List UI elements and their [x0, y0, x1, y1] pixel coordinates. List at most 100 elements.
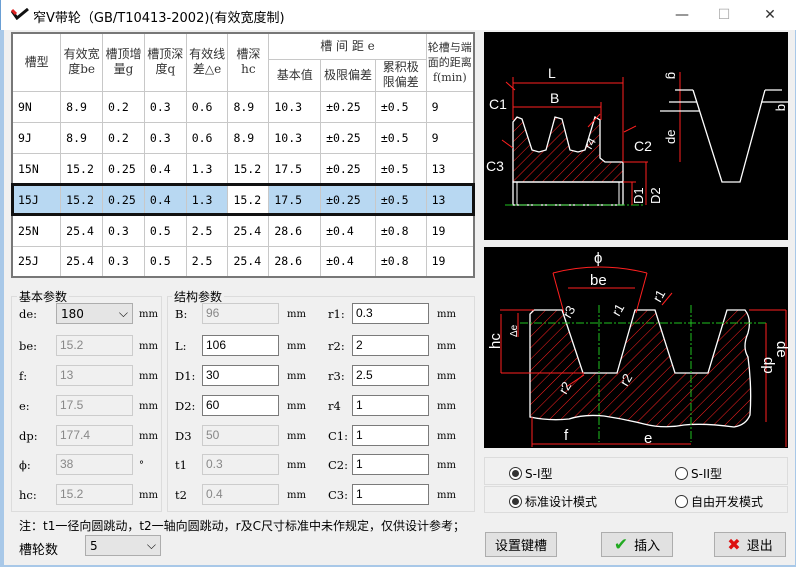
table-cell[interactable]: 1.3 — [185, 183, 229, 216]
table-cell[interactable]: 0.25 — [102, 183, 145, 216]
r1-input[interactable]: 0.3 — [352, 303, 429, 324]
be-input[interactable]: 15.2 — [56, 335, 133, 356]
table-cell[interactable]: 25.4 — [227, 245, 270, 278]
table-cell[interactable]: ±0.5 — [374, 183, 427, 216]
r4-input[interactable]: 1 — [352, 395, 429, 416]
table-cell[interactable]: 25J — [11, 245, 62, 278]
table-cell[interactable]: ±0.5 — [374, 152, 427, 185]
table-cell[interactable]: ±0.25 — [320, 183, 376, 216]
table-cell[interactable]: 9J — [11, 121, 62, 154]
table-cell[interactable]: 0.2 — [102, 121, 145, 154]
table-row[interactable]: 9N 8.9 0.2 0.3 0.6 8.9 10.3 ±0.25 ±0.5 9 — [11, 90, 475, 123]
l-input[interactable]: 106 — [202, 335, 279, 356]
table-row[interactable]: 9J 8.9 0.2 0.3 0.6 8.9 10.3 ±0.25 ±0.5 9 — [11, 121, 475, 154]
-input[interactable]: 38 — [56, 454, 133, 475]
close-button[interactable]: ✕ — [764, 7, 776, 23]
table-cell[interactable]: 17.5 — [268, 183, 322, 216]
table-cell[interactable]: 2.5 — [185, 245, 229, 278]
set-keyway-button[interactable]: 设置键槽 — [485, 532, 557, 557]
table-cell[interactable]: 8.9 — [227, 121, 270, 154]
table-cell[interactable]: 9 — [425, 121, 475, 154]
table-cell[interactable]: 0.4 — [143, 152, 187, 185]
e-input[interactable]: 17.5 — [56, 395, 133, 416]
c1-input[interactable]: 1 — [352, 425, 429, 446]
r2-input[interactable]: 2 — [352, 335, 429, 356]
table-cell[interactable]: 2.5 — [185, 214, 229, 247]
table-cell[interactable]: 28.6 — [268, 214, 322, 247]
table-cell[interactable]: 15N — [11, 152, 62, 185]
table-cell[interactable]: 15.2 — [227, 183, 270, 216]
table-cell[interactable]: 0.3 — [102, 245, 145, 278]
table-cell[interactable]: 0.4 — [143, 183, 187, 216]
table-cell[interactable]: 0.25 — [102, 152, 145, 185]
table-cell[interactable]: ±0.8 — [374, 245, 427, 278]
table-cell[interactable]: 28.6 — [268, 245, 322, 278]
table-cell[interactable]: 0.3 — [102, 214, 145, 247]
table-cell[interactable]: 0.2 — [102, 90, 145, 123]
table-cell[interactable]: 15.2 — [60, 152, 104, 185]
minimize-button[interactable]: — — [675, 7, 689, 23]
table-cell[interactable]: 8.9 — [60, 90, 104, 123]
table-row[interactable]: 15J 15.2 0.25 0.4 1.3 15.2 17.5 ±0.25 ±0.5 13 — [11, 183, 475, 216]
table-cell[interactable]: 0.6 — [185, 90, 229, 123]
table-cell[interactable]: 0.5 — [143, 245, 187, 278]
table-cell[interactable]: 8.9 — [60, 121, 104, 154]
d3-input[interactable]: 50 — [202, 425, 279, 446]
table-cell[interactable]: 8.9 — [227, 90, 270, 123]
table-cell[interactable]: 15.2 — [227, 152, 270, 185]
t2-input[interactable]: 0.4 — [202, 484, 279, 505]
table-cell[interactable]: 25.4 — [227, 214, 270, 247]
table-cell[interactable]: 15J — [11, 183, 62, 216]
table-cell[interactable]: 0.3 — [143, 90, 187, 123]
d1-input[interactable]: 30 — [202, 365, 279, 386]
table-cell[interactable]: 25.4 — [60, 214, 104, 247]
radio-type-s2[interactable]: S-II型 — [675, 465, 722, 482]
maximize-button[interactable]: ☐ — [717, 7, 731, 23]
hc-input[interactable]: 15.2 — [56, 484, 133, 505]
de-select[interactable]: 180 ⌵ — [56, 303, 133, 324]
d2-input[interactable]: 60 — [202, 395, 279, 416]
t1-input[interactable]: 0.3 — [202, 454, 279, 475]
table-cell[interactable]: 17.5 — [268, 152, 322, 185]
table-cell[interactable]: 19 — [425, 214, 475, 247]
insert-button[interactable]: ✔ 插入 — [601, 532, 673, 557]
table-cell[interactable]: 10.3 — [268, 121, 322, 154]
table-cell[interactable]: 0.3 — [143, 121, 187, 154]
table-cell[interactable]: 9N — [11, 90, 62, 123]
unit-label: mm — [437, 371, 456, 382]
table-cell[interactable]: 9 — [425, 90, 475, 123]
table-cell[interactable]: 0.6 — [185, 121, 229, 154]
table-row[interactable]: 25J 25.4 0.3 0.5 2.5 25.4 28.6 ±0.4 ±0.8 19 — [11, 245, 475, 278]
table-cell[interactable]: ±0.4 — [320, 245, 376, 278]
table-cell[interactable]: 0.5 — [143, 214, 187, 247]
r3-input[interactable]: 2.5 — [352, 365, 429, 386]
radio-free-mode[interactable]: 自由开发模式 — [675, 493, 763, 510]
table-cell[interactable]: 15.2 — [60, 183, 104, 216]
radio-type-s1[interactable]: S-I型 — [509, 465, 553, 482]
exit-button[interactable]: ✖ 退出 — [714, 532, 786, 557]
table-cell[interactable]: ±0.8 — [374, 214, 427, 247]
table-cell[interactable]: ±0.25 — [320, 152, 376, 185]
table-cell[interactable]: ±0.5 — [374, 121, 427, 154]
c3-input[interactable]: 1 — [352, 484, 429, 505]
table-cell[interactable]: 25N — [11, 214, 62, 247]
table-cell[interactable]: 13 — [425, 152, 475, 185]
b-input[interactable]: 96 — [202, 303, 279, 324]
f-input[interactable]: 13 — [56, 365, 133, 386]
table-cell[interactable]: 1.3 — [185, 152, 229, 185]
table-cell[interactable]: ±0.25 — [320, 90, 376, 123]
table-cell[interactable]: 13 — [425, 183, 475, 216]
groove-table[interactable]: 槽型 有效宽度be 槽顶增量g 槽顶深度q 有效线差△e 槽深hc 槽 间 距 … — [11, 32, 475, 278]
table-cell[interactable]: 25.4 — [60, 245, 104, 278]
c2-input[interactable]: 1 — [352, 454, 429, 475]
radio-standard-mode[interactable]: 标准设计模式 — [509, 493, 597, 510]
table-cell[interactable]: ±0.5 — [374, 90, 427, 123]
table-cell[interactable]: 10.3 — [268, 90, 322, 123]
table-row[interactable]: 15N 15.2 0.25 0.4 1.3 15.2 17.5 ±0.25 ±0.5 13 — [11, 152, 475, 185]
dp-input[interactable]: 177.4 — [56, 425, 133, 446]
wheel-count-select[interactable]: 5 ⌵ — [85, 535, 161, 556]
table-row[interactable]: 25N 25.4 0.3 0.5 2.5 25.4 28.6 ±0.4 ±0.8 19 — [11, 214, 475, 247]
table-cell[interactable]: 19 — [425, 245, 475, 278]
table-cell[interactable]: ±0.25 — [320, 121, 376, 154]
table-cell[interactable]: ±0.4 — [320, 214, 376, 247]
